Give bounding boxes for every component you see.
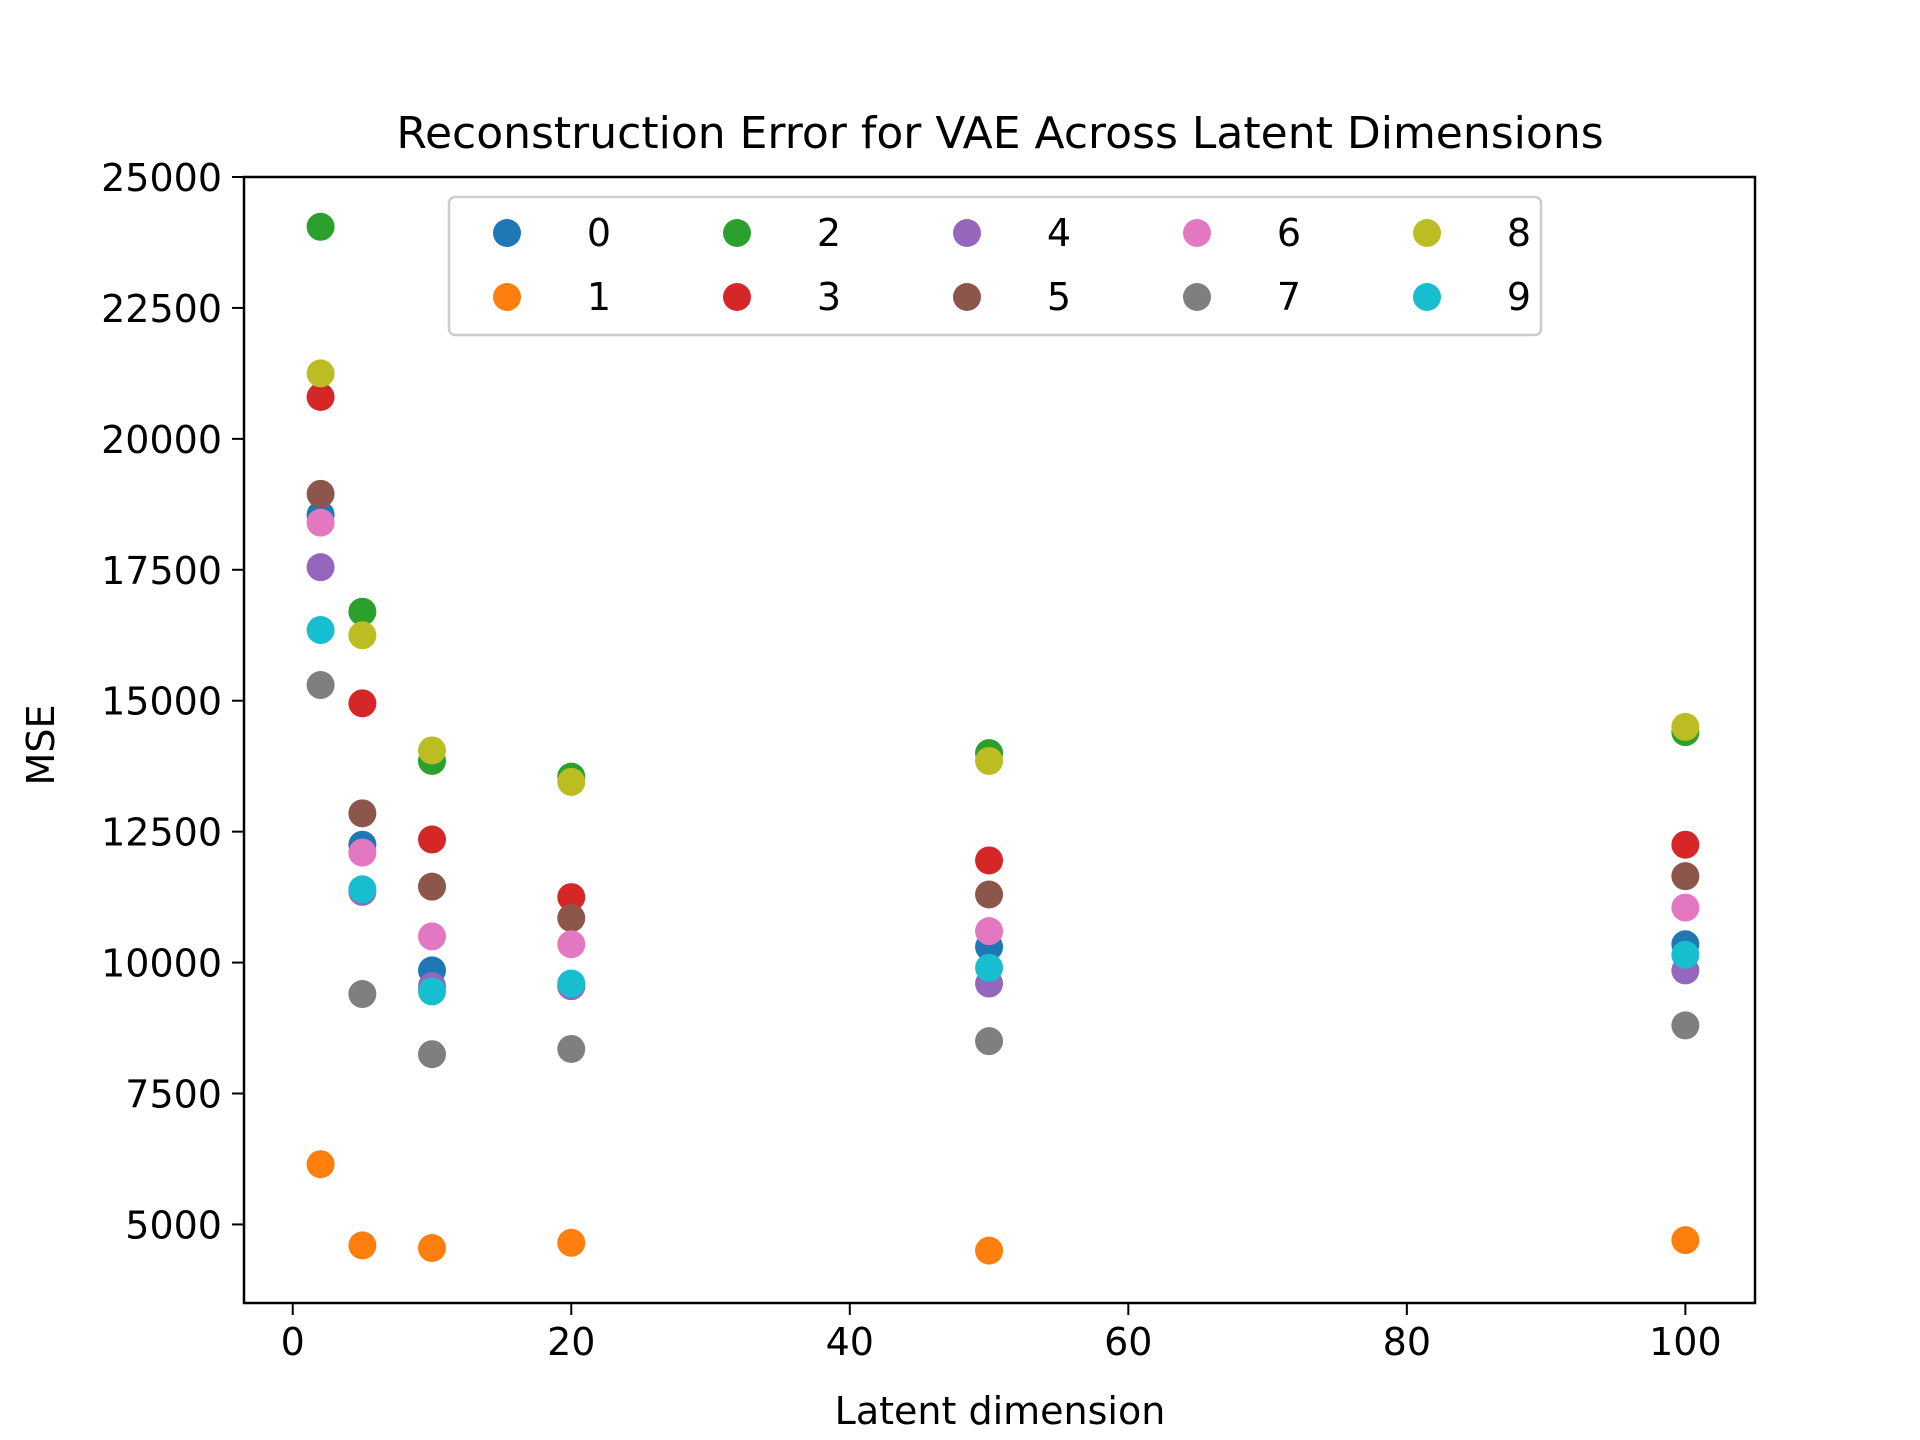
data-point-series-9 [1671, 940, 1700, 969]
data-point-series-7 [1671, 1011, 1700, 1040]
y-tick-label: 15000 [101, 680, 222, 724]
data-point-series-6 [306, 508, 335, 537]
legend-marker [723, 283, 751, 311]
data-point-series-6 [1671, 893, 1700, 922]
y-axis-label: MSE [19, 705, 63, 786]
legend-marker [1183, 219, 1211, 247]
data-point-series-5 [348, 799, 377, 828]
chart-title: Reconstruction Error for VAE Across Late… [396, 108, 1603, 159]
legend: 0 1 2 3 4 5 6 7 8 9 [447, 195, 1543, 337]
x-axis: 0 20 40 60 80 100 [281, 1303, 1722, 1364]
x-tick-label: 100 [1649, 1320, 1722, 1364]
data-point-series-5 [557, 904, 586, 933]
legend-label: 8 [1507, 211, 1531, 255]
data-point-series-3 [418, 825, 447, 854]
data-point-series-6 [418, 922, 447, 951]
data-point-series-3 [306, 382, 335, 411]
legend-label: 1 [587, 275, 611, 319]
data-point-series-3 [348, 689, 377, 718]
legend-label: 3 [817, 275, 841, 319]
data-point-series-5 [975, 880, 1004, 909]
data-point-series-1 [348, 1231, 377, 1260]
data-point-series-9 [418, 977, 447, 1006]
legend-label: 6 [1277, 211, 1301, 255]
legend-marker [723, 219, 751, 247]
data-point-series-8 [306, 359, 335, 388]
data-point-series-3 [557, 883, 586, 912]
data-point-series-2 [348, 597, 377, 626]
data-point-series-9 [557, 969, 586, 998]
x-tick-label: 40 [826, 1320, 874, 1364]
data-point-series-5 [306, 479, 335, 508]
legend-label: 0 [587, 211, 611, 255]
data-point-series-4 [306, 553, 335, 582]
data-point-series-7 [975, 1027, 1004, 1056]
data-point-series-6 [975, 917, 1004, 946]
data-point-series-8 [1671, 712, 1700, 741]
data-point-series-9 [306, 616, 335, 645]
legend-frame [447, 195, 1543, 337]
data-point-series-8 [557, 767, 586, 796]
legend-marker [1413, 283, 1441, 311]
x-tick-label: 0 [281, 1320, 305, 1364]
legend-marker [1413, 219, 1441, 247]
data-point-series-6 [557, 930, 586, 959]
x-tick-label: 80 [1383, 1320, 1431, 1364]
y-tick-label: 7500 [125, 1073, 222, 1117]
y-tick-label: 20000 [101, 418, 222, 462]
data-point-series-5 [418, 872, 447, 901]
data-point-series-9 [975, 953, 1004, 982]
data-point-series-1 [557, 1228, 586, 1257]
y-tick-label: 10000 [101, 942, 222, 986]
data-point-series-8 [348, 621, 377, 650]
y-tick-label: 12500 [101, 811, 222, 855]
legend-marker [953, 283, 981, 311]
legend-label: 9 [1507, 275, 1531, 319]
data-point-series-7 [557, 1034, 586, 1063]
legend-label: 2 [817, 211, 841, 255]
data-point-series-7 [418, 1040, 447, 1069]
y-tick-label: 25000 [101, 156, 222, 200]
data-point-series-1 [418, 1234, 447, 1263]
y-tick-label: 17500 [101, 549, 222, 593]
legend-marker [953, 219, 981, 247]
legend-label: 7 [1277, 275, 1301, 319]
y-tick-label: 22500 [101, 287, 222, 331]
legend-marker [493, 219, 521, 247]
legend-label: 5 [1047, 275, 1071, 319]
y-tick-label: 5000 [125, 1203, 222, 1247]
y-axis: 5000 7500 10000 12500 15000 17500 20000 22500 25… [101, 156, 244, 1247]
data-point-series-8 [975, 746, 1004, 775]
data-point-series-2 [306, 212, 335, 241]
x-tick-label: 20 [547, 1320, 595, 1364]
data-point-series-5 [1671, 862, 1700, 891]
x-axis-label: Latent dimension [835, 1389, 1166, 1433]
data-point-series-7 [348, 980, 377, 1009]
data-point-series-1 [975, 1236, 1004, 1265]
data-point-series-6 [348, 838, 377, 867]
data-point-series-1 [1671, 1226, 1700, 1255]
data-point-series-3 [1671, 830, 1700, 859]
data-point-series-7 [306, 671, 335, 700]
legend-marker [1183, 283, 1211, 311]
plot-area [242, 175, 1757, 1305]
data-point-series-3 [975, 846, 1004, 875]
legend-marker [493, 283, 521, 311]
data-points [306, 212, 1700, 1265]
data-point-series-1 [306, 1150, 335, 1179]
legend-label: 4 [1047, 211, 1071, 255]
data-point-series-8 [418, 736, 447, 765]
data-point-series-9 [348, 875, 377, 904]
x-tick-label: 60 [1104, 1320, 1152, 1364]
